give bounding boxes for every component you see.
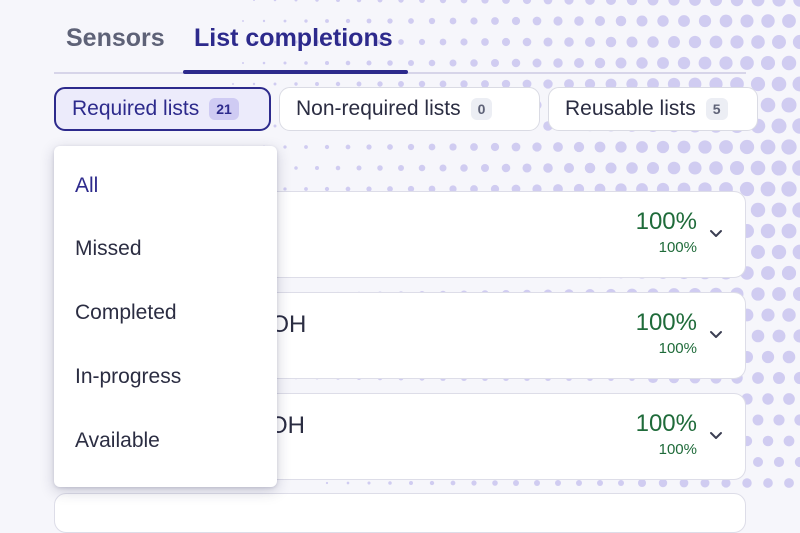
tab-list-completions[interactable]: List completions: [194, 24, 393, 52]
filter-chip-count: 5: [705, 98, 728, 120]
completion-percent: 100%: [635, 208, 697, 235]
dropdown-option-in-progress[interactable]: In-progress: [75, 365, 182, 388]
chevron-down-icon[interactable]: [705, 222, 727, 244]
filter-chip-label: Reusable lists: [565, 97, 696, 120]
filter-chip-label: Required lists: [72, 97, 200, 120]
filter-chip-required-lists[interactable]: Required lists 21: [54, 87, 271, 131]
completion-percent: 100%: [635, 309, 697, 336]
completion-sub-percent: 100%: [658, 340, 697, 357]
filter-chip-count: 21: [209, 98, 239, 120]
completion-sub-percent: 100%: [658, 239, 697, 256]
filter-chip-non-required-lists[interactable]: Non-required lists 0: [279, 87, 540, 131]
list-completion-card[interactable]: [54, 493, 746, 533]
filter-chip-count: 0: [470, 98, 493, 120]
filter-chip-reusable-lists[interactable]: Reusable lists 5: [548, 87, 758, 131]
completion-percent: 100%: [635, 410, 697, 437]
completion-sub-percent: 100%: [658, 441, 697, 458]
chevron-down-icon[interactable]: [705, 323, 727, 345]
active-tab-indicator: [183, 70, 408, 74]
chevron-down-icon[interactable]: [705, 424, 727, 446]
dropdown-option-all[interactable]: All: [75, 174, 99, 197]
tab-bar: Sensors List completions: [54, 0, 746, 74]
dropdown-option-completed[interactable]: Completed: [75, 301, 177, 324]
dropdown-option-missed[interactable]: Missed: [75, 237, 142, 260]
tab-sensors[interactable]: Sensors: [66, 24, 165, 52]
dropdown-option-available[interactable]: Available: [75, 429, 160, 452]
filter-chip-label: Non-required lists: [296, 97, 461, 120]
status-filter-dropdown: All Missed Completed In-progress Availab…: [54, 146, 277, 487]
